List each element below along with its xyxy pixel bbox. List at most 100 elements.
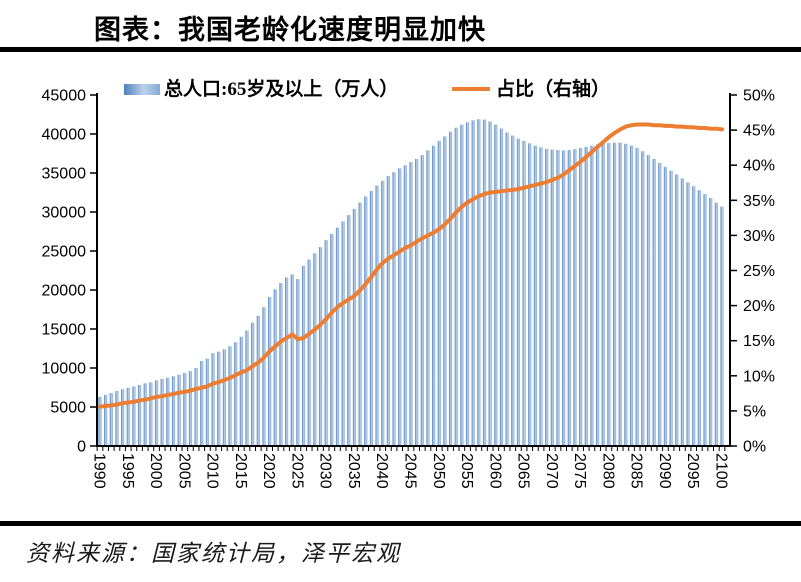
- bottom-divider: [0, 521, 801, 526]
- y-left-tick-label: 35000: [42, 166, 87, 183]
- y-left-tick-label: 25000: [42, 244, 87, 261]
- page-title: 图表：我国老龄化速度明显加快: [94, 15, 486, 45]
- y-left-tick-label: 20000: [42, 283, 87, 300]
- bar: [330, 233, 334, 446]
- bar: [194, 368, 198, 446]
- aging-population-chart: 0 5000 10000 15000 20000 25000 30000 35000 40000…: [42, 77, 776, 489]
- bar: [533, 145, 537, 446]
- bar: [562, 150, 566, 446]
- source-note: 资料来源：国家统计局，泽平宏观: [26, 541, 401, 566]
- bar: [482, 119, 487, 446]
- x-tick-label: 2005: [175, 453, 192, 489]
- x-tick-label: 2045: [402, 453, 419, 489]
- bar: [675, 174, 679, 446]
- y-right-tick-label: 35%: [743, 193, 775, 210]
- x-tick-label: 2010: [204, 453, 221, 489]
- bar: [200, 360, 204, 446]
- x-tick-label: 2015: [232, 453, 249, 489]
- bar: [149, 382, 153, 446]
- bar: [658, 162, 662, 447]
- bar: [703, 194, 707, 446]
- bar: [505, 132, 509, 446]
- bar: [697, 190, 701, 446]
- bar: [369, 190, 374, 446]
- bar: [545, 148, 549, 446]
- y-left-tick-label: 0: [77, 439, 86, 456]
- x-tick-label: 2065: [515, 453, 532, 489]
- x-tick-label: 2075: [571, 453, 588, 489]
- legend-bar-swatch: [124, 84, 160, 95]
- bar: [448, 131, 453, 446]
- x-tick-label: 2060: [486, 453, 503, 489]
- bar: [381, 180, 385, 447]
- bar: [335, 227, 340, 446]
- bar: [460, 124, 464, 446]
- bar: [499, 128, 504, 446]
- bar: [347, 215, 351, 446]
- x-tick-label: 2100: [713, 453, 730, 489]
- bar: [409, 162, 413, 446]
- bar: [183, 372, 187, 446]
- top-divider: [0, 47, 801, 52]
- x-tick-label: 2050: [430, 453, 447, 489]
- bar: [375, 185, 379, 447]
- bar: [341, 221, 345, 446]
- axes: 0 5000 10000 15000 20000 25000 30000 35000 40000…: [42, 88, 776, 489]
- bar: [313, 253, 317, 446]
- bar: [285, 277, 289, 446]
- y-right-tick-label: 30%: [743, 228, 775, 245]
- bar: [403, 165, 407, 446]
- bar: [567, 149, 571, 446]
- bar: [573, 149, 577, 446]
- bar: [228, 346, 232, 446]
- x-tick-label: 2085: [628, 453, 645, 489]
- bar: [663, 166, 668, 446]
- legend-line-label: 占比（右轴）: [496, 77, 610, 100]
- y-right-tick-label: 45%: [743, 123, 775, 140]
- bar: [579, 148, 583, 446]
- y-right-tick-label: 20%: [743, 298, 775, 315]
- bar: [556, 149, 560, 446]
- bar: [494, 124, 498, 446]
- bar: [539, 147, 543, 446]
- bar: [268, 297, 272, 446]
- bar: [318, 247, 323, 446]
- bar: [477, 119, 481, 447]
- bar: [454, 127, 458, 446]
- y-left-tick-label: 30000: [42, 205, 87, 222]
- bar: [426, 150, 430, 446]
- bar: [188, 371, 193, 446]
- bar: [692, 186, 696, 446]
- x-tick-label: 2030: [317, 453, 334, 489]
- bar: [352, 208, 357, 446]
- bar: [686, 182, 690, 447]
- bar: [239, 336, 243, 446]
- bar: [364, 196, 368, 446]
- bar: [166, 377, 170, 446]
- bar: [234, 342, 238, 446]
- bar: [205, 358, 210, 446]
- bar: [307, 259, 311, 446]
- bar: [290, 274, 294, 446]
- bar: [245, 330, 249, 446]
- bar: [528, 143, 532, 447]
- bar: [104, 394, 108, 446]
- bar: [121, 389, 125, 446]
- bar: [714, 202, 718, 446]
- ratio-line: [98, 122, 724, 409]
- x-tick-label: 2055: [458, 453, 475, 489]
- bar: [584, 146, 588, 446]
- y-left-tick-label: 40000: [42, 127, 87, 144]
- bar: [669, 170, 673, 446]
- bar: [720, 206, 724, 446]
- bar: [516, 138, 521, 446]
- bar: [522, 141, 526, 446]
- y-right-tick-label: 10%: [743, 368, 775, 385]
- x-tick-label: 2095: [684, 453, 701, 489]
- bar: [211, 353, 215, 446]
- bar: [296, 279, 300, 446]
- y-right-tick-label: 25%: [743, 263, 775, 280]
- bar: [160, 379, 164, 446]
- x-tick-label: 1995: [119, 453, 136, 489]
- bar: [618, 142, 622, 446]
